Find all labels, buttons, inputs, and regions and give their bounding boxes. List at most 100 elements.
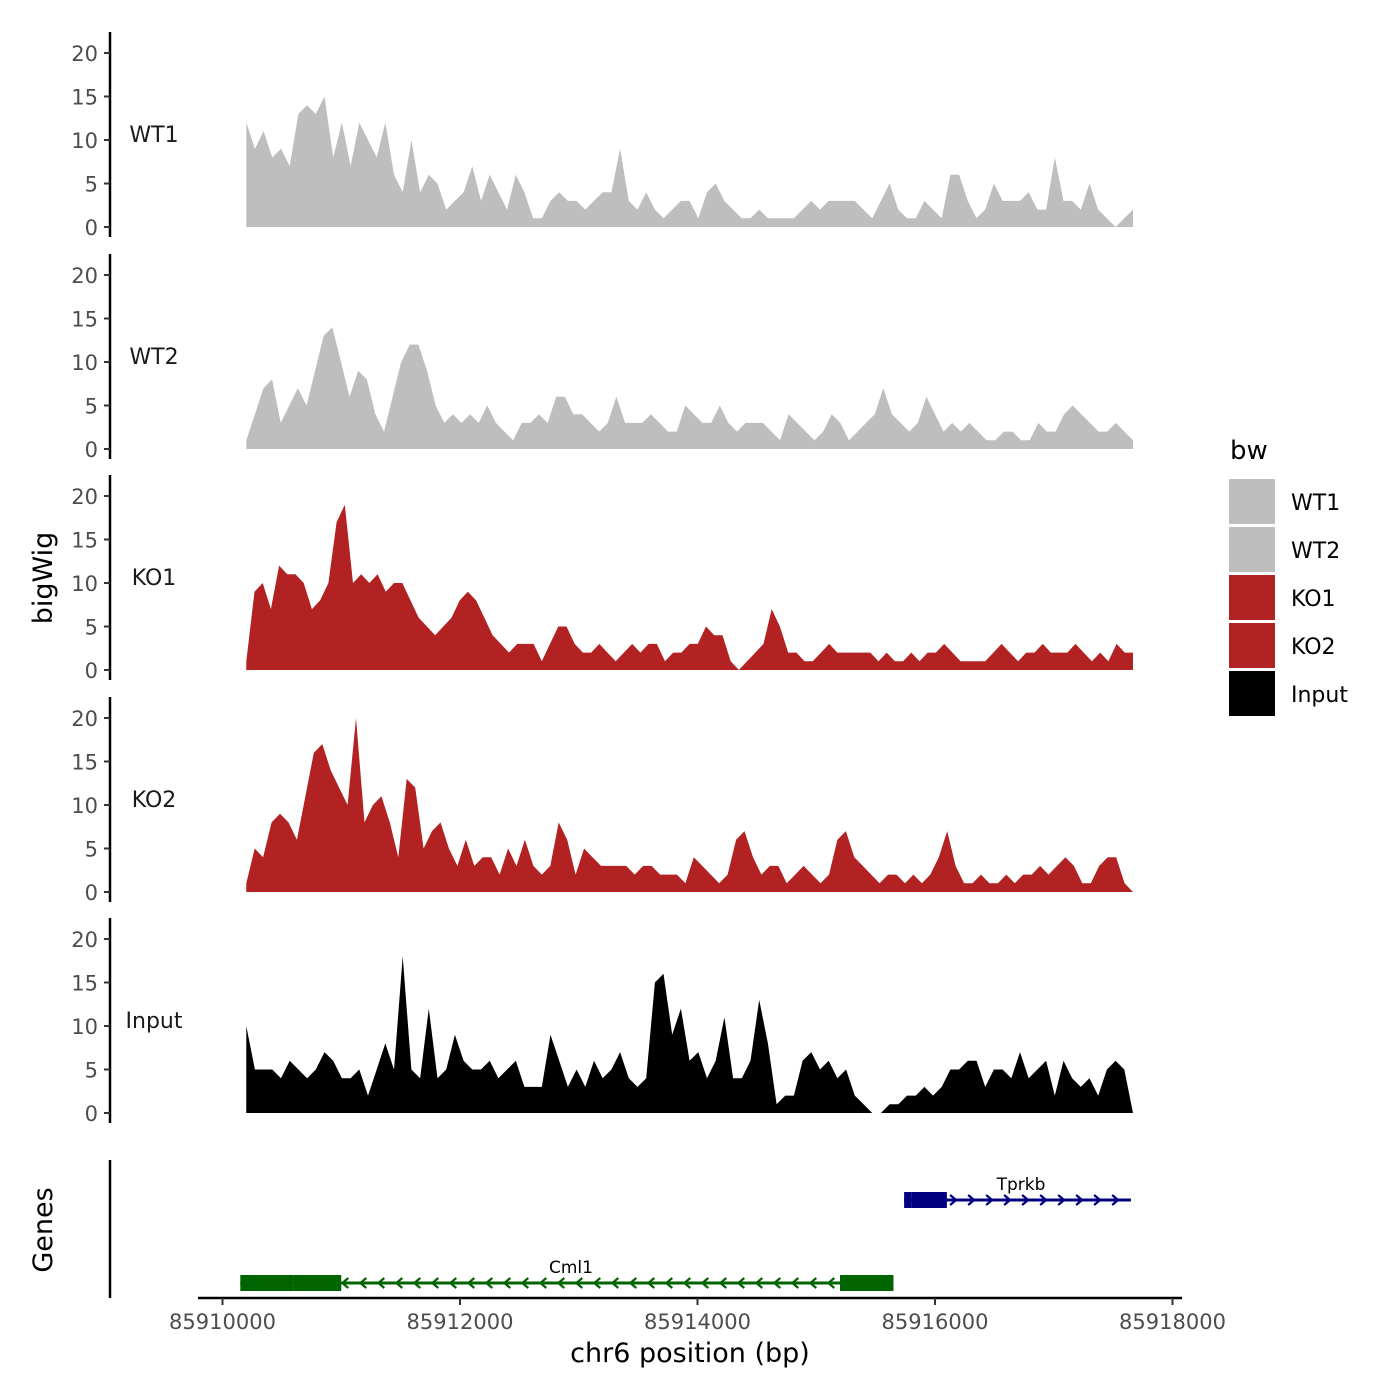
track-wt1: 0 5 10 15 20 WT1 xyxy=(71,32,1133,240)
x-tick-label: 85910000 xyxy=(169,1310,276,1334)
legend-swatch-wt2 xyxy=(1229,527,1275,572)
strand-arrow xyxy=(754,1277,764,1289)
signal-area-wt2 xyxy=(246,327,1133,449)
track-label: WT1 xyxy=(129,123,178,148)
signal-area-ko2 xyxy=(246,718,1133,892)
y-tick-label: 20 xyxy=(71,707,98,731)
strand-arrow xyxy=(610,1277,620,1289)
y-tick-label: 15 xyxy=(71,308,98,332)
y-tick-label: 10 xyxy=(71,794,98,818)
gene-cml1: Cml1 xyxy=(240,1258,894,1291)
strand-arrow xyxy=(376,1277,386,1289)
strand-arrow xyxy=(718,1277,728,1289)
track-input: 0 5 10 15 20 Input xyxy=(71,918,1133,1126)
strand-arrow xyxy=(772,1277,782,1289)
y-tick-label: 10 xyxy=(71,351,98,375)
track-ko2: 0 5 10 15 20 KO2 xyxy=(71,697,1133,905)
y-tick-label: 20 xyxy=(71,928,98,952)
track-label: WT2 xyxy=(129,345,178,370)
x-axis: 85910000 85912000 85914000 85916000 85918000 xyxy=(169,1296,1226,1334)
y-axis-title: bigWig xyxy=(28,532,59,625)
legend-label: KO1 xyxy=(1291,587,1336,612)
signal-area-ko1 xyxy=(246,504,1133,670)
y-tick-label: 10 xyxy=(71,129,98,153)
x-tick-label: 85914000 xyxy=(644,1310,751,1334)
signal-area-wt1 xyxy=(246,96,1133,227)
legend: bw WT1 WT2 KO1 KO2 Input xyxy=(1229,436,1348,716)
y-tick-label: 10 xyxy=(71,572,98,596)
legend-swatch-wt1 xyxy=(1229,479,1275,524)
strand-arrow xyxy=(949,1194,958,1206)
strand-arrow xyxy=(808,1277,818,1289)
y-tick-label: 5 xyxy=(85,173,98,197)
y-tick-label: 0 xyxy=(85,1102,98,1126)
strand-arrow xyxy=(1075,1194,1084,1206)
strand-arrow xyxy=(1057,1194,1066,1206)
y-tick-label: 0 xyxy=(85,216,98,240)
strand-arrow xyxy=(592,1277,602,1289)
x-tick-label: 85918000 xyxy=(1119,1310,1226,1334)
y-tick-label: 0 xyxy=(85,438,98,462)
strand-arrow xyxy=(1111,1194,1120,1206)
strand-arrow xyxy=(466,1277,476,1289)
strand-arrow xyxy=(1093,1194,1102,1206)
gene-track: Tprkb Cml1 xyxy=(108,1160,1131,1298)
strand-arrow xyxy=(790,1277,800,1289)
strand-arrow xyxy=(682,1277,692,1289)
y-tick-label: 15 xyxy=(71,972,98,996)
legend-label: WT1 xyxy=(1291,491,1340,516)
gene-exon xyxy=(840,1275,894,1291)
y-tick-label: 15 xyxy=(71,86,98,110)
strand-arrow xyxy=(448,1277,458,1289)
signal-area-input xyxy=(246,956,1133,1113)
signal-tracks: 0 5 10 15 20 WT1 0 5 10 15 20 WT2 0 5 10 15 20 KO1 0 5 10 15 2… xyxy=(71,32,1133,1126)
gene-exon xyxy=(240,1275,294,1291)
y-tick-label: 20 xyxy=(71,264,98,288)
strand-arrow xyxy=(520,1277,530,1289)
gene-tprkb: Tprkb xyxy=(904,1175,1131,1208)
legend-swatch-ko1 xyxy=(1229,575,1275,620)
strand-arrow xyxy=(985,1194,994,1206)
gene-label: Cml1 xyxy=(549,1258,593,1278)
track-label: Input xyxy=(126,1009,183,1034)
strand-arrow xyxy=(646,1277,656,1289)
gene-exon xyxy=(293,1275,342,1291)
strand-arrow xyxy=(358,1277,368,1289)
gene-exon xyxy=(911,1192,947,1208)
x-tick-label: 85916000 xyxy=(882,1310,989,1334)
strand-arrow xyxy=(700,1277,710,1289)
x-tick-label: 85912000 xyxy=(407,1310,514,1334)
genes-axis-title: Genes xyxy=(28,1187,59,1272)
strand-arrow xyxy=(502,1277,512,1289)
legend-swatch-input xyxy=(1229,671,1275,716)
strand-arrow xyxy=(394,1277,404,1289)
strand-arrow xyxy=(664,1277,674,1289)
strand-arrow xyxy=(1021,1194,1030,1206)
strand-arrow xyxy=(538,1277,548,1289)
y-tick-label: 5 xyxy=(85,838,98,862)
gene-label: Tprkb xyxy=(996,1175,1046,1195)
y-tick-label: 5 xyxy=(85,1059,98,1083)
y-tick-label: 5 xyxy=(85,616,98,640)
strand-arrow xyxy=(556,1277,566,1289)
y-tick-label: 20 xyxy=(71,42,98,66)
gene-exon xyxy=(904,1192,912,1208)
strand-arrow xyxy=(1039,1194,1048,1206)
strand-arrow xyxy=(628,1277,638,1289)
y-tick-label: 5 xyxy=(85,395,98,419)
strand-arrow xyxy=(412,1277,422,1289)
y-tick-label: 20 xyxy=(71,485,98,509)
track-label: KO1 xyxy=(132,566,177,591)
legend-label: KO2 xyxy=(1291,635,1336,660)
track-ko1: 0 5 10 15 20 KO1 xyxy=(71,475,1133,683)
y-tick-label: 10 xyxy=(71,1015,98,1039)
strand-arrow xyxy=(574,1277,584,1289)
strand-arrow xyxy=(1003,1194,1012,1206)
strand-arrow xyxy=(430,1277,440,1289)
legend-label: Input xyxy=(1291,683,1348,708)
strand-arrow xyxy=(340,1277,350,1289)
y-tick-label: 0 xyxy=(85,659,98,683)
strand-arrow xyxy=(826,1277,836,1289)
x-axis-title: chr6 position (bp) xyxy=(570,1338,810,1369)
